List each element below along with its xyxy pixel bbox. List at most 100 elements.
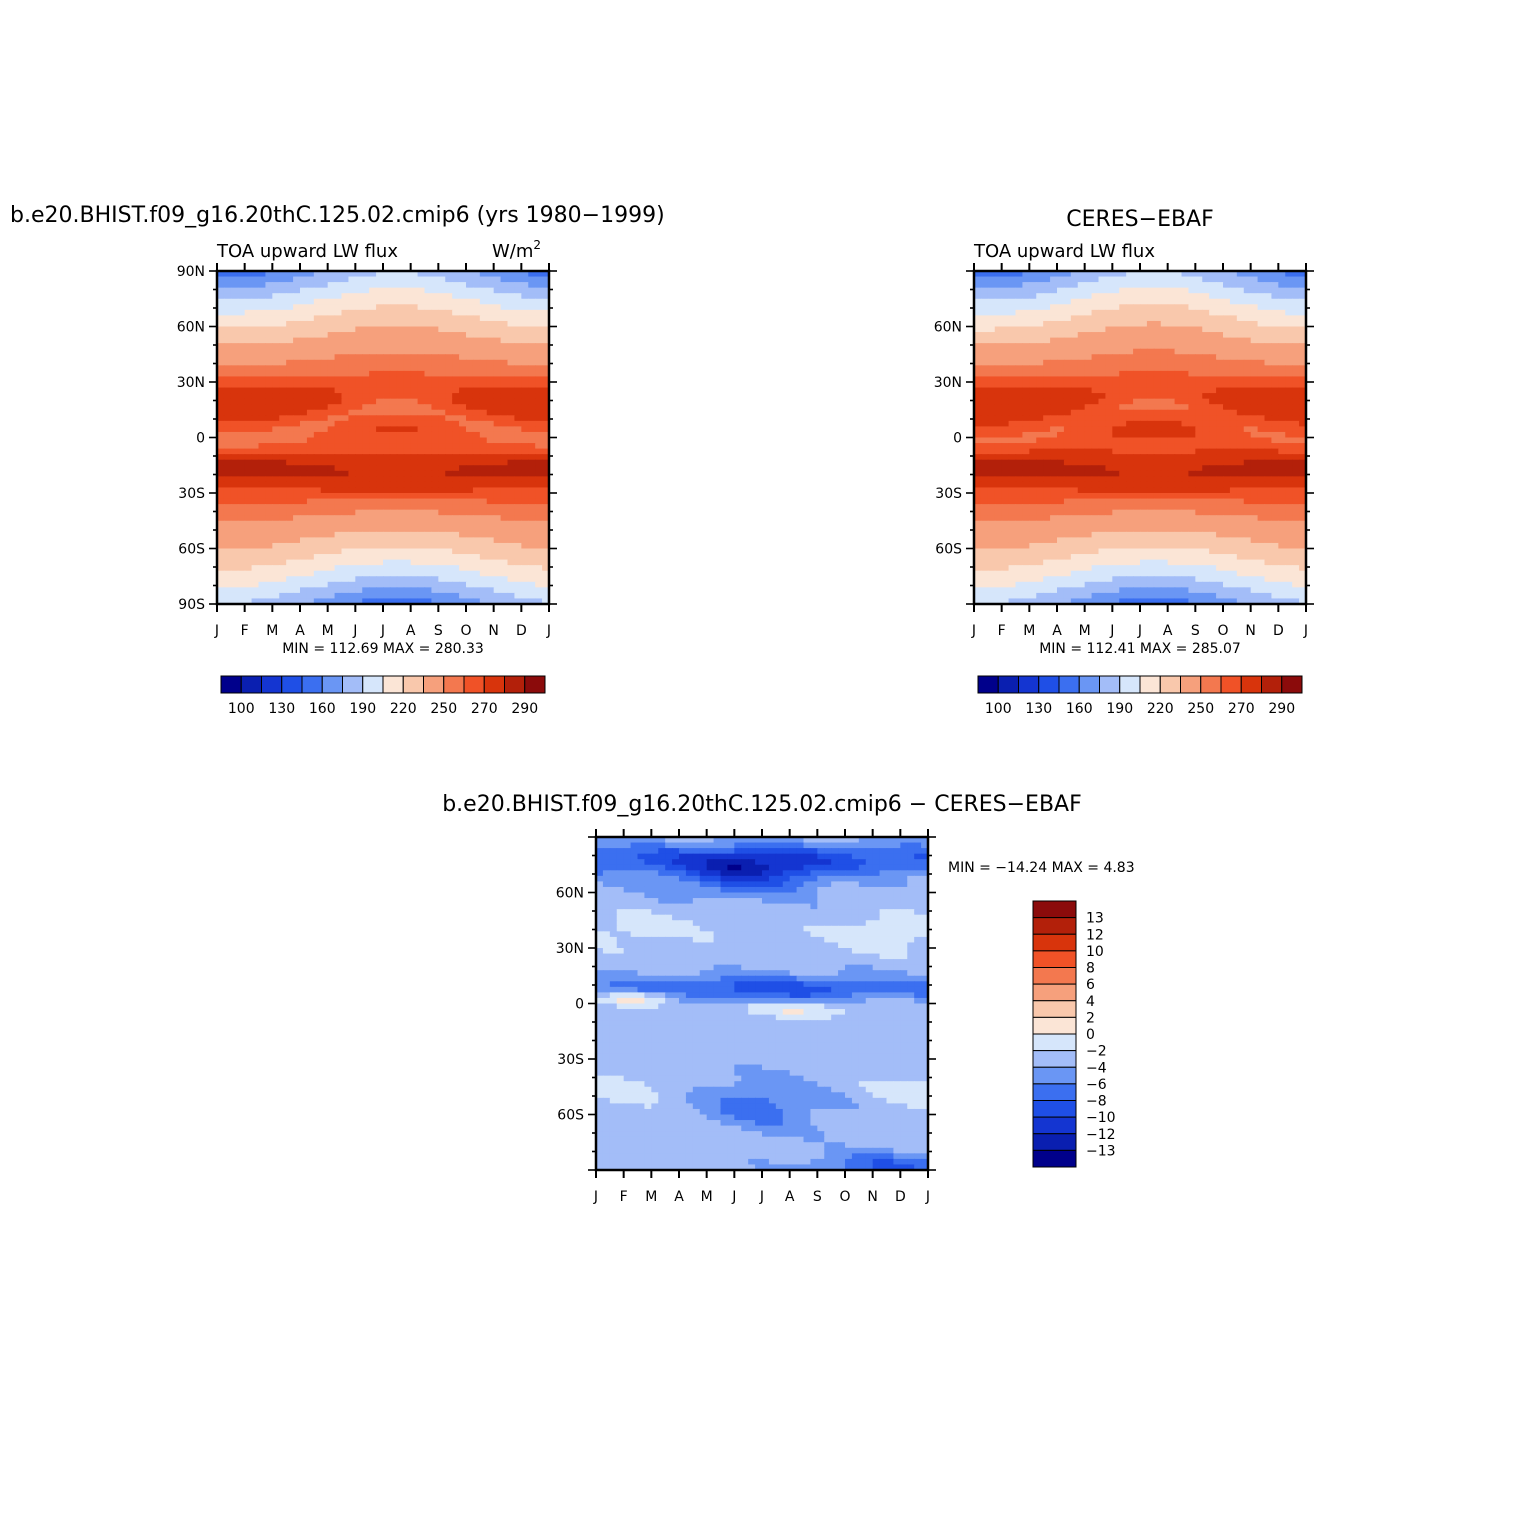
field-cell	[265, 354, 273, 361]
field-cell	[1119, 365, 1127, 372]
field-cell	[1299, 476, 1307, 483]
field-cell	[251, 359, 260, 366]
field-cell	[265, 587, 273, 594]
field-cell	[1084, 326, 1093, 333]
field-cell	[452, 343, 460, 350]
field-cell	[258, 337, 267, 344]
colorbar-swatch	[321, 675, 343, 694]
field-cell	[217, 404, 225, 411]
field-cell	[535, 376, 543, 383]
field-cell	[286, 354, 294, 361]
field-cell	[1091, 365, 1100, 372]
field-cell	[265, 348, 273, 355]
field-cell	[1188, 420, 1196, 427]
field-cell	[974, 376, 982, 383]
field-cell	[514, 576, 522, 583]
field-cell	[1209, 459, 1217, 466]
field-cell	[300, 382, 308, 389]
field-cell	[431, 509, 439, 516]
field-cell	[1195, 387, 1203, 394]
x-tick-label: J	[352, 623, 357, 639]
field-cell	[445, 454, 453, 461]
field-cell	[320, 554, 329, 561]
field-cell	[258, 354, 267, 361]
field-cell	[528, 587, 536, 594]
field-cell	[1057, 348, 1065, 355]
field-cell	[223, 576, 232, 583]
field-cell	[369, 320, 377, 328]
field-cell	[348, 337, 356, 344]
field-cell	[542, 454, 550, 461]
field-cell	[493, 320, 502, 328]
field-cell	[1250, 470, 1259, 477]
field-cell	[528, 398, 536, 405]
field-cell	[1209, 293, 1217, 300]
field-cell	[1070, 431, 1079, 439]
field-cell	[410, 570, 419, 577]
field-cell	[507, 365, 516, 372]
field-cell	[1140, 382, 1148, 389]
field-cell	[223, 343, 232, 350]
field-cell	[1070, 370, 1079, 378]
field-cell	[217, 398, 225, 405]
field-cell	[320, 326, 329, 333]
field-cell	[369, 420, 377, 427]
field-cell	[376, 332, 384, 339]
field-cell	[1236, 287, 1245, 294]
field-cell	[383, 576, 391, 583]
field-cell	[1133, 304, 1141, 311]
field-cell	[431, 598, 439, 605]
field-cell	[1146, 370, 1155, 378]
field-cell	[431, 348, 439, 355]
field-cell	[1292, 298, 1300, 305]
field-cell	[1133, 465, 1141, 472]
field-cell	[528, 559, 536, 566]
field-cell	[320, 393, 329, 400]
field-cell	[542, 581, 550, 588]
field-cell	[1278, 271, 1286, 278]
field-cell	[459, 271, 467, 278]
field-cell	[1063, 304, 1072, 311]
field-cell	[410, 537, 419, 544]
field-cell	[486, 420, 495, 427]
field-cell	[1119, 320, 1127, 328]
field-cell	[1077, 448, 1086, 455]
field-cell	[507, 548, 516, 555]
field-cell	[486, 493, 495, 500]
field-cell	[1278, 332, 1286, 339]
field-cell	[1105, 332, 1113, 339]
field-cell	[472, 598, 481, 605]
field-cell	[466, 354, 474, 361]
field-cell	[306, 382, 315, 389]
field-cell	[974, 309, 982, 316]
field-cell	[327, 343, 336, 350]
field-cell	[424, 598, 433, 605]
field-cell	[293, 559, 301, 566]
field-cell	[1001, 415, 1010, 422]
field-cell	[320, 409, 329, 416]
field-cell	[528, 515, 536, 522]
field-cell	[1160, 304, 1169, 311]
field-cell	[507, 587, 516, 594]
field-cell	[313, 542, 322, 550]
field-cell	[472, 437, 481, 444]
field-cell	[389, 476, 398, 483]
panel-obs-field	[974, 271, 1307, 605]
field-cell	[1091, 493, 1100, 500]
field-cell	[1057, 359, 1065, 366]
field-cell	[1223, 320, 1231, 328]
field-cell	[1084, 354, 1093, 361]
field-cell	[514, 271, 522, 278]
field-cell	[1015, 365, 1024, 372]
field-cell	[355, 570, 363, 577]
field-cell	[306, 531, 315, 538]
field-cell	[293, 282, 301, 289]
field-cell	[1271, 315, 1279, 322]
field-cell	[1126, 326, 1134, 333]
field-cell	[348, 454, 356, 461]
field-cell	[1153, 437, 1162, 444]
field-cell	[507, 376, 516, 383]
field-cell	[1236, 387, 1245, 394]
field-cell	[265, 576, 273, 583]
field-cell	[1022, 359, 1030, 366]
